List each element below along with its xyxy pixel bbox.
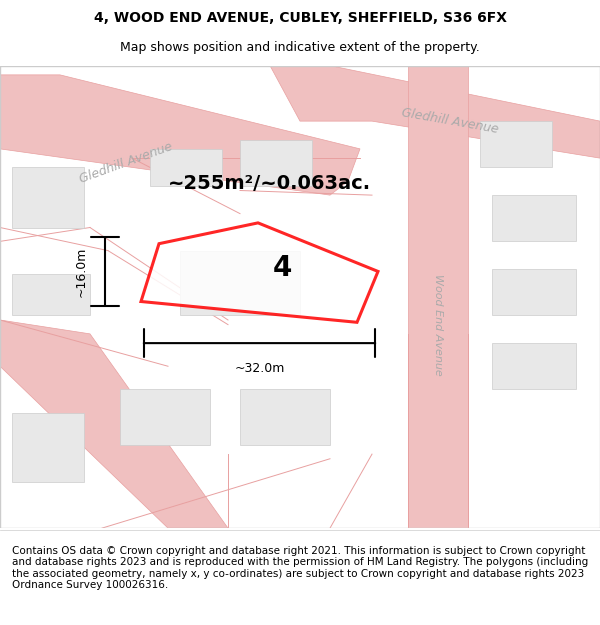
Text: Gledhill Avenue: Gledhill Avenue xyxy=(77,140,175,186)
Polygon shape xyxy=(120,389,210,445)
Polygon shape xyxy=(12,274,90,316)
Text: Map shows position and indicative extent of the property.: Map shows position and indicative extent… xyxy=(120,41,480,54)
Text: ~255m²/~0.063ac.: ~255m²/~0.063ac. xyxy=(168,174,371,193)
Polygon shape xyxy=(480,121,552,168)
Polygon shape xyxy=(150,149,222,186)
Polygon shape xyxy=(408,66,468,528)
Polygon shape xyxy=(141,223,378,322)
Polygon shape xyxy=(492,195,576,241)
Polygon shape xyxy=(240,139,312,186)
Text: Gledhill Avenue: Gledhill Avenue xyxy=(400,106,500,136)
Text: Wood End Avenue: Wood End Avenue xyxy=(433,274,443,376)
Text: Contains OS data © Crown copyright and database right 2021. This information is : Contains OS data © Crown copyright and d… xyxy=(12,546,588,591)
Polygon shape xyxy=(0,75,360,195)
Text: 4: 4 xyxy=(273,254,292,282)
Polygon shape xyxy=(492,269,576,316)
Polygon shape xyxy=(270,66,600,158)
Text: ~32.0m: ~32.0m xyxy=(235,362,284,375)
Text: 4, WOOD END AVENUE, CUBLEY, SHEFFIELD, S36 6FX: 4, WOOD END AVENUE, CUBLEY, SHEFFIELD, S… xyxy=(94,11,506,26)
Polygon shape xyxy=(240,389,330,445)
Polygon shape xyxy=(180,251,300,316)
Polygon shape xyxy=(0,320,228,528)
Polygon shape xyxy=(12,168,84,228)
Text: ~16.0m: ~16.0m xyxy=(74,246,88,297)
Polygon shape xyxy=(12,412,84,482)
Polygon shape xyxy=(492,343,576,389)
